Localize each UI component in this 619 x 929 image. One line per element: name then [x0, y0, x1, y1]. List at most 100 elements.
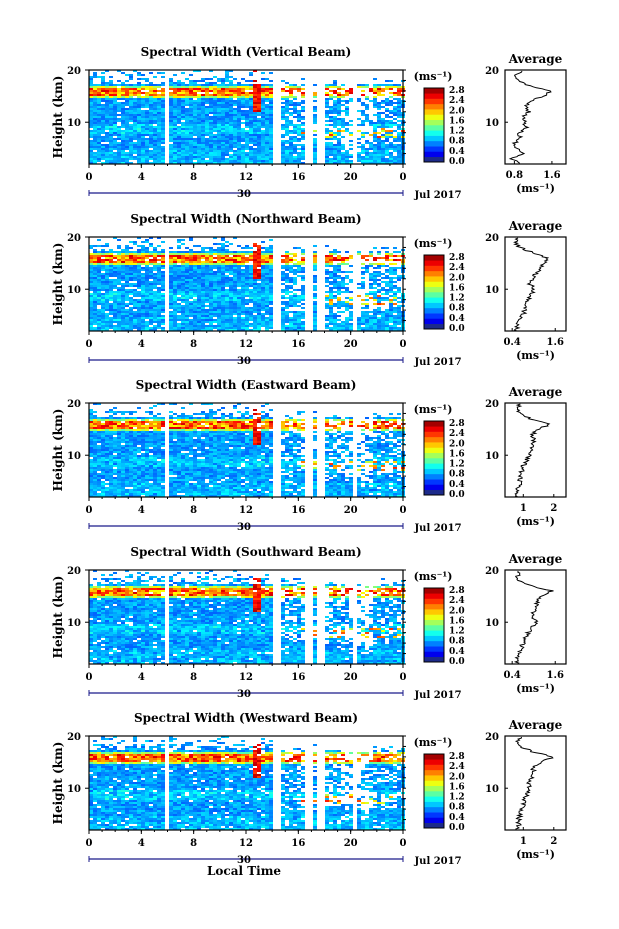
- heatmap-cell: [269, 285, 273, 287]
- heatmap-cell: [169, 162, 173, 164]
- heatmap-cell: [129, 140, 133, 142]
- heatmap-cell: [149, 102, 153, 104]
- heatmap-cell: [281, 126, 285, 128]
- heatmap-cell: [181, 307, 185, 309]
- heatmap-cell: [101, 263, 105, 265]
- heatmap-cell: [313, 114, 317, 116]
- heatmap-cell: [149, 305, 153, 307]
- heatmap-cell: [241, 251, 245, 253]
- heatmap-cell: [105, 287, 109, 289]
- heatmap-cell: [245, 98, 249, 100]
- heatmap-cell: [221, 80, 225, 82]
- heatmap-cell: [97, 327, 101, 329]
- heatmap-cell: [217, 118, 221, 120]
- heatmap-cell: [153, 255, 157, 257]
- heatmap-cell: [381, 265, 385, 267]
- heatmap-cell: [145, 94, 149, 96]
- heatmap-cell: [145, 253, 149, 255]
- heatmap-cell: [137, 96, 141, 98]
- heatmap-cell: [149, 281, 153, 283]
- heatmap-cell: [201, 271, 205, 273]
- heatmap-cell: [301, 132, 305, 134]
- heatmap-cell: [101, 251, 105, 253]
- heatmap-cell: [325, 158, 329, 160]
- heatmap-cell: [169, 317, 173, 319]
- heatmap-cell: [173, 98, 177, 100]
- heatmap-cell: [233, 273, 237, 275]
- heatmap-cell: [157, 263, 161, 265]
- heatmap-cell: [137, 293, 141, 295]
- heatmap-cell: [109, 156, 113, 158]
- heatmap-cell: [205, 154, 209, 156]
- heatmap-cell: [121, 321, 125, 323]
- heatmap-cell: [137, 261, 141, 263]
- heatmap-cell: [265, 134, 269, 136]
- heatmap-cell: [229, 257, 233, 259]
- heatmap-cell: [237, 305, 241, 307]
- heatmap-cell: [97, 319, 101, 321]
- heatmap-cell: [237, 285, 241, 287]
- heatmap-cell: [333, 110, 337, 112]
- heatmap-cell: [257, 311, 261, 313]
- heatmap-cell: [193, 287, 197, 289]
- heatmap-cell: [329, 148, 333, 150]
- heatmap-cell: [225, 321, 229, 323]
- heatmap-cell: [361, 277, 365, 279]
- heatmap-cell: [129, 257, 133, 259]
- heatmap-cell: [313, 118, 317, 120]
- heatmap-cell: [329, 277, 333, 279]
- heatmap-cell: [209, 293, 213, 295]
- heatmap-cell: [101, 245, 105, 247]
- heatmap-cell: [241, 118, 245, 120]
- heatmap-cell: [153, 311, 157, 313]
- heatmap-cell: [357, 110, 361, 112]
- heatmap-cell: [233, 134, 237, 136]
- heatmap-cell: [373, 283, 377, 285]
- heatmap-cell: [293, 132, 297, 134]
- heatmap-cell: [253, 122, 257, 124]
- heatmap-cell: [333, 100, 337, 102]
- heatmap-cell: [365, 120, 369, 122]
- heatmap-cell: [257, 86, 261, 88]
- heatmap-cell: [293, 255, 297, 257]
- heatmap-cell: [325, 273, 329, 275]
- heatmap-cell: [381, 257, 385, 259]
- heatmap-cell: [157, 305, 161, 307]
- heatmap-cell: [345, 108, 349, 110]
- heatmap-cell: [341, 311, 345, 313]
- heatmap-cell: [153, 100, 157, 102]
- heatmap-cell: [377, 120, 381, 122]
- heatmap-cell: [369, 285, 373, 287]
- heatmap-cell: [185, 136, 189, 138]
- heatmap-cell: [93, 303, 97, 305]
- heatmap-cell: [169, 128, 173, 130]
- heatmap-cell: [141, 100, 145, 102]
- heatmap-cell: [301, 156, 305, 158]
- heatmap-cell: [253, 301, 257, 303]
- heatmap-cell: [377, 146, 381, 148]
- heatmap-cell: [265, 130, 269, 132]
- heatmap-cell: [145, 271, 149, 273]
- heatmap-cell: [245, 120, 249, 122]
- heatmap-cell: [153, 261, 157, 263]
- heatmap-cell: [145, 289, 149, 291]
- heatmap-cell: [201, 150, 205, 152]
- heatmap-cell: [281, 329, 285, 331]
- heatmap-cell: [285, 128, 289, 130]
- heatmap-cell: [145, 251, 149, 253]
- heatmap-cell: [169, 267, 173, 269]
- heatmap-cell: [93, 122, 97, 124]
- heatmap-cell: [201, 88, 205, 90]
- heatmap-cell: [97, 108, 101, 110]
- heatmap-cell: [89, 265, 93, 267]
- heatmap-cell: [249, 138, 253, 140]
- heatmap-cell: [209, 118, 213, 120]
- heatmap-cell: [133, 158, 137, 160]
- heatmap-cell: [105, 277, 109, 279]
- heatmap-cell: [249, 281, 253, 283]
- heatmap-cell: [233, 269, 237, 271]
- heatmap-cell: [177, 128, 181, 130]
- heatmap-cell: [253, 257, 257, 259]
- heatmap-cell: [229, 134, 233, 136]
- heatmap-cell: [377, 88, 381, 90]
